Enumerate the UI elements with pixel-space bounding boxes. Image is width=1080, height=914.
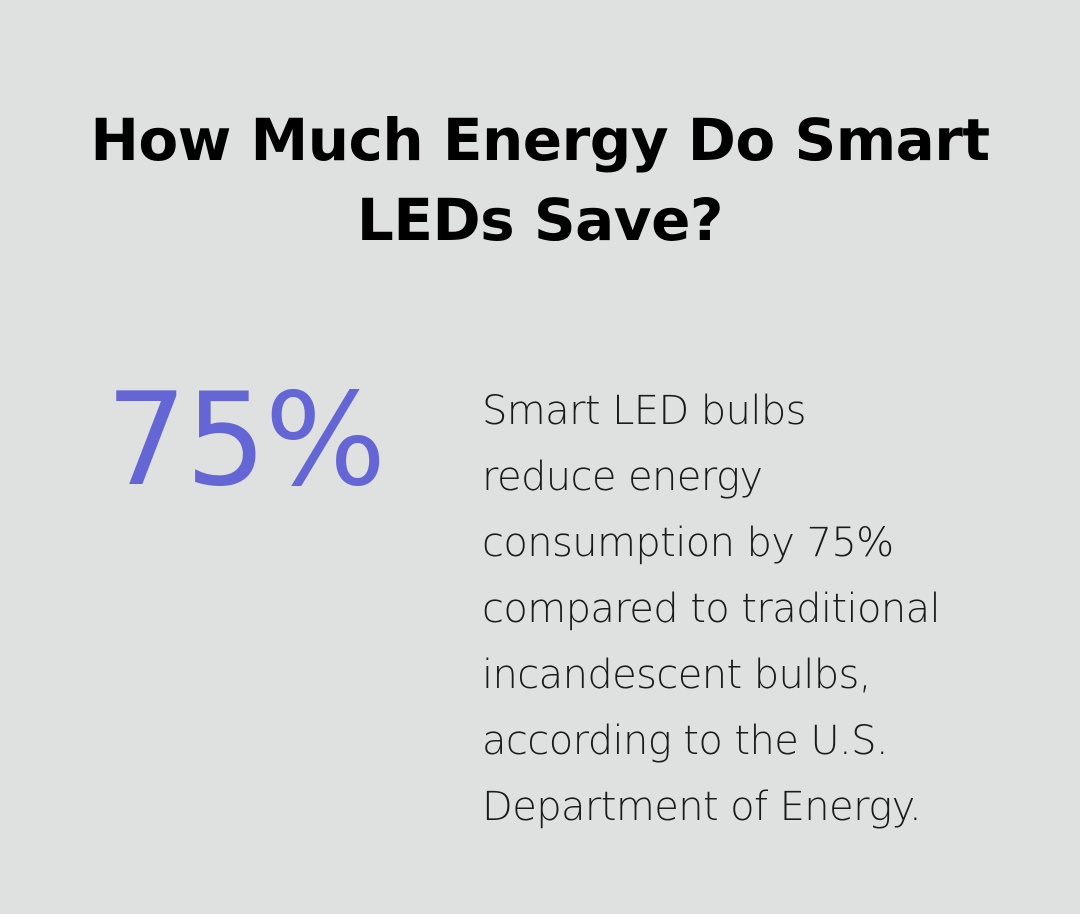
description-line: compared to traditional — [482, 586, 941, 632]
title-line-2: LEDs Save? — [356, 186, 724, 254]
description-line: consumption by 75% — [482, 520, 894, 566]
description-line: Smart LED bulbs — [482, 388, 806, 434]
stat-description: Smart LED bulbs reduce energy consumptio… — [482, 378, 1042, 840]
stat-value: 75% — [105, 366, 387, 515]
description-line: reduce energy — [482, 454, 763, 500]
description-line: according to the U.S. — [482, 718, 889, 764]
page-title: How Much Energy Do Smart LEDs Save? — [40, 100, 1040, 260]
description-line: Department of Energy. — [482, 784, 922, 830]
description-line: incandescent bulbs, — [482, 652, 872, 698]
title-line-1: How Much Energy Do Smart — [90, 106, 990, 174]
